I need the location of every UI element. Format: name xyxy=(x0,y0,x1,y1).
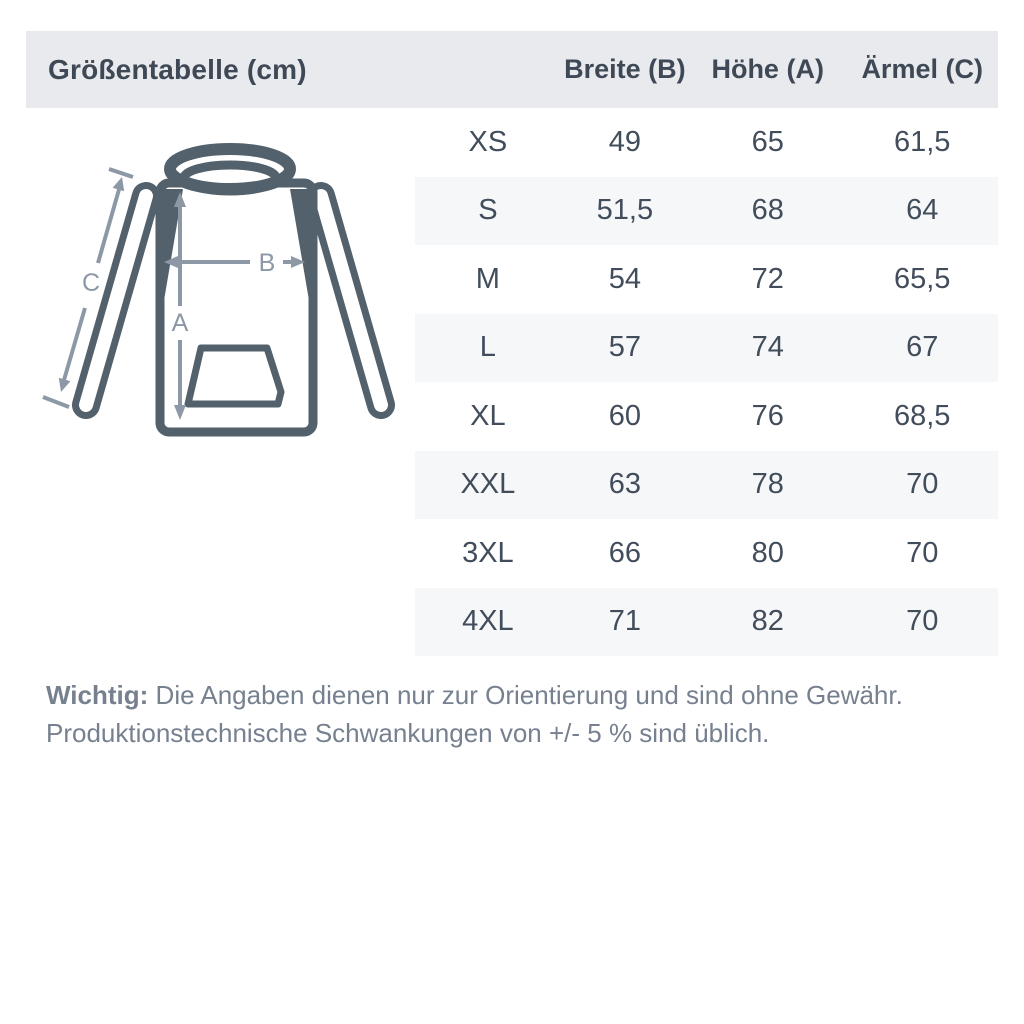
right-sleeve-core xyxy=(314,189,388,412)
table-row: XL 60 76 68,5 xyxy=(415,382,998,451)
breite-cell: 57 xyxy=(608,331,641,364)
table-row: XXL 63 78 70 xyxy=(415,450,998,519)
table-header-bar: Größentabelle (cm) Breite (B) Höhe (A) Ä… xyxy=(26,31,998,108)
size-cell: 4XL xyxy=(462,605,514,638)
disclaimer-line-2: Produktionstechnische Schwankungen von +… xyxy=(46,718,770,748)
hoehe-cell: 82 xyxy=(751,605,784,638)
page-title: Größentabelle (cm) xyxy=(48,53,307,85)
aermel-cell: 64 xyxy=(906,194,939,227)
table-row: 3XL 66 80 70 xyxy=(415,519,998,588)
column-header-hoehe: Höhe (A) xyxy=(711,54,824,84)
aermel-cell: 61,5 xyxy=(893,125,951,158)
dimension-label-b: B xyxy=(259,249,276,277)
breite-cell: 49 xyxy=(608,125,641,158)
breite-cell: 54 xyxy=(608,262,641,295)
size-table: XS 49 65 61,5 S 51,5 68 64 M 54 72 65,5 … xyxy=(415,108,998,656)
right-armpit-wedge xyxy=(290,189,316,318)
aermel-cell: 65,5 xyxy=(893,262,951,295)
hoehe-cell: 80 xyxy=(751,536,784,569)
column-header-aermel: Ärmel (C) xyxy=(861,54,983,84)
dimension-arrow-b: B xyxy=(164,249,305,277)
column-header-breite: Breite (B) xyxy=(564,54,686,84)
hoodie-outline-icon xyxy=(72,143,395,437)
dimension-annotations: A B C xyxy=(42,167,305,420)
breite-cell: 66 xyxy=(608,536,641,569)
dimension-arrow-c: C xyxy=(42,167,134,409)
aermel-cell: 67 xyxy=(906,331,939,364)
size-cell: XS xyxy=(468,125,508,158)
size-cell: L xyxy=(479,331,496,364)
size-cell: M xyxy=(475,262,500,295)
table-row: L 57 74 67 xyxy=(415,313,998,382)
aermel-cell: 70 xyxy=(906,468,939,501)
dimension-label-c: C xyxy=(82,269,100,297)
dimension-label-a: A xyxy=(172,309,189,337)
header-col-spacer xyxy=(415,54,561,85)
disclaimer-note: Wichtig: Die Angaben dienen nur zur Orie… xyxy=(46,676,986,752)
breite-cell: 51,5 xyxy=(596,194,654,227)
size-cell: XXL xyxy=(460,468,516,501)
disclaimer-text-1: Die Angaben dienen nur zur Orientierung … xyxy=(155,680,903,710)
aermel-cell: 70 xyxy=(906,536,939,569)
table-row: S 51,5 68 64 xyxy=(415,176,998,245)
hoodie-measurement-diagram: A B C xyxy=(42,143,395,437)
hoehe-cell: 74 xyxy=(751,331,784,364)
hoehe-cell: 65 xyxy=(751,125,784,158)
table-row: 4XL 71 82 70 xyxy=(415,587,998,656)
hoehe-cell: 68 xyxy=(751,194,784,227)
size-cell: XL xyxy=(470,399,506,432)
hoehe-cell: 72 xyxy=(751,262,784,295)
aermel-cell: 68,5 xyxy=(893,399,951,432)
breite-cell: 71 xyxy=(608,605,641,638)
hoehe-cell: 78 xyxy=(751,468,784,501)
disclaimer-bold-label: Wichtig: xyxy=(46,680,149,710)
breite-cell: 63 xyxy=(608,468,641,501)
breite-cell: 60 xyxy=(608,399,641,432)
table-column-headers: Breite (B) Höhe (A) Ärmel (C) xyxy=(415,54,998,85)
dimension-arrow-a: A xyxy=(172,192,189,420)
size-cell: S xyxy=(478,194,498,227)
disclaimer-line-1: Wichtig: Die Angaben dienen nur zur Orie… xyxy=(46,676,986,714)
hoehe-cell: 76 xyxy=(751,399,784,432)
left-sleeve-core xyxy=(79,189,153,412)
table-row: XS 49 65 61,5 xyxy=(415,108,998,177)
kangaroo-pocket xyxy=(184,344,285,408)
size-cell: 3XL xyxy=(462,536,514,569)
table-row: M 54 72 65,5 xyxy=(415,245,998,314)
hood-inner-ring xyxy=(179,160,281,196)
left-armpit-wedge xyxy=(157,189,183,318)
aermel-cell: 70 xyxy=(906,605,939,638)
